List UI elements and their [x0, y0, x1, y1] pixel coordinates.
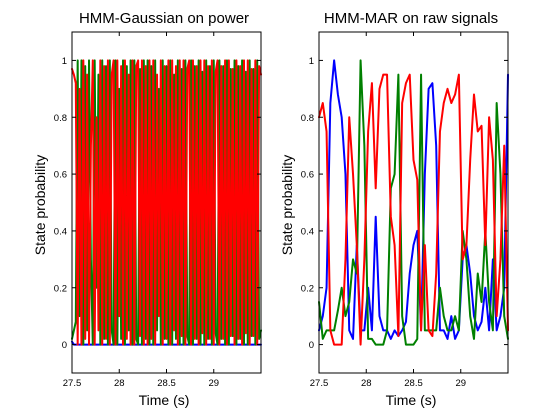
panel-1-xtick-label: 29: [208, 378, 219, 389]
panel-hmm-gaussian: HMM-Gaussian on power 27.5 28 28.5 29 0 0.2 0.…: [32, 10, 262, 408]
panel-2-ytick-label: 0.6: [301, 170, 314, 181]
panel-2-xtick-label: 28: [361, 378, 372, 389]
panel-2-ylabel: State probability: [279, 155, 295, 255]
panel-2-xtick-label: 28.5: [404, 378, 423, 389]
panel-hmm-mar: HMM-MAR on raw signals 27.5 28 28.5 29 0 0.2 0…: [279, 10, 509, 408]
panel-1-ytick-label: 0.4: [54, 226, 67, 237]
panel-2-series-2-line: [318, 59, 509, 346]
panel-1-xlabel: Time (s): [139, 392, 190, 408]
panel-1-title: HMM-Gaussian on power: [79, 10, 249, 27]
panel-2-series-3-line: [318, 73, 509, 346]
panel-2-xlabel: Time (s): [386, 392, 437, 408]
panel-2-ytick-label: 0.2: [301, 283, 314, 294]
panel-1-ytick-label: 0.2: [54, 283, 67, 294]
panel-2-ticks: 27.5 28 28.5 29 0 0.2 0.4 0.6 0.8 1: [301, 32, 508, 389]
panel-2-plot-area: [318, 59, 509, 346]
panel-1-series-3-line: [71, 59, 262, 346]
panel-1-ylabel: State probability: [32, 155, 48, 255]
panel-2-xtick-label: 27.5: [310, 378, 329, 389]
panel-1-ytick-label: 0: [62, 340, 67, 351]
panel-1-xtick-label: 28.5: [157, 378, 176, 389]
panel-1-ytick-label: 0.6: [54, 170, 67, 181]
panel-2-title: HMM-MAR on raw signals: [324, 10, 498, 27]
panel-1-ytick-label: 0.8: [54, 113, 67, 124]
panel-2-ytick-label: 0.4: [301, 226, 314, 237]
panel-1-ticks: 27.5 28 28.5 29 0 0.2 0.4 0.6 0.8 1: [54, 32, 261, 389]
panel-1-plot-area: [71, 59, 262, 346]
panel-1-xtick-label: 28: [114, 378, 125, 389]
panel-1-xtick-label: 27.5: [63, 378, 82, 389]
panel-2-ytick-label: 1: [309, 56, 314, 67]
panel-2-xtick-label: 29: [455, 378, 466, 389]
panel-2-ytick-label: 0: [309, 340, 314, 351]
panel-2-series-1-line: [318, 59, 509, 340]
panel-2-ytick-label: 0.8: [301, 113, 314, 124]
panel-1-ytick-label: 1: [62, 56, 67, 67]
